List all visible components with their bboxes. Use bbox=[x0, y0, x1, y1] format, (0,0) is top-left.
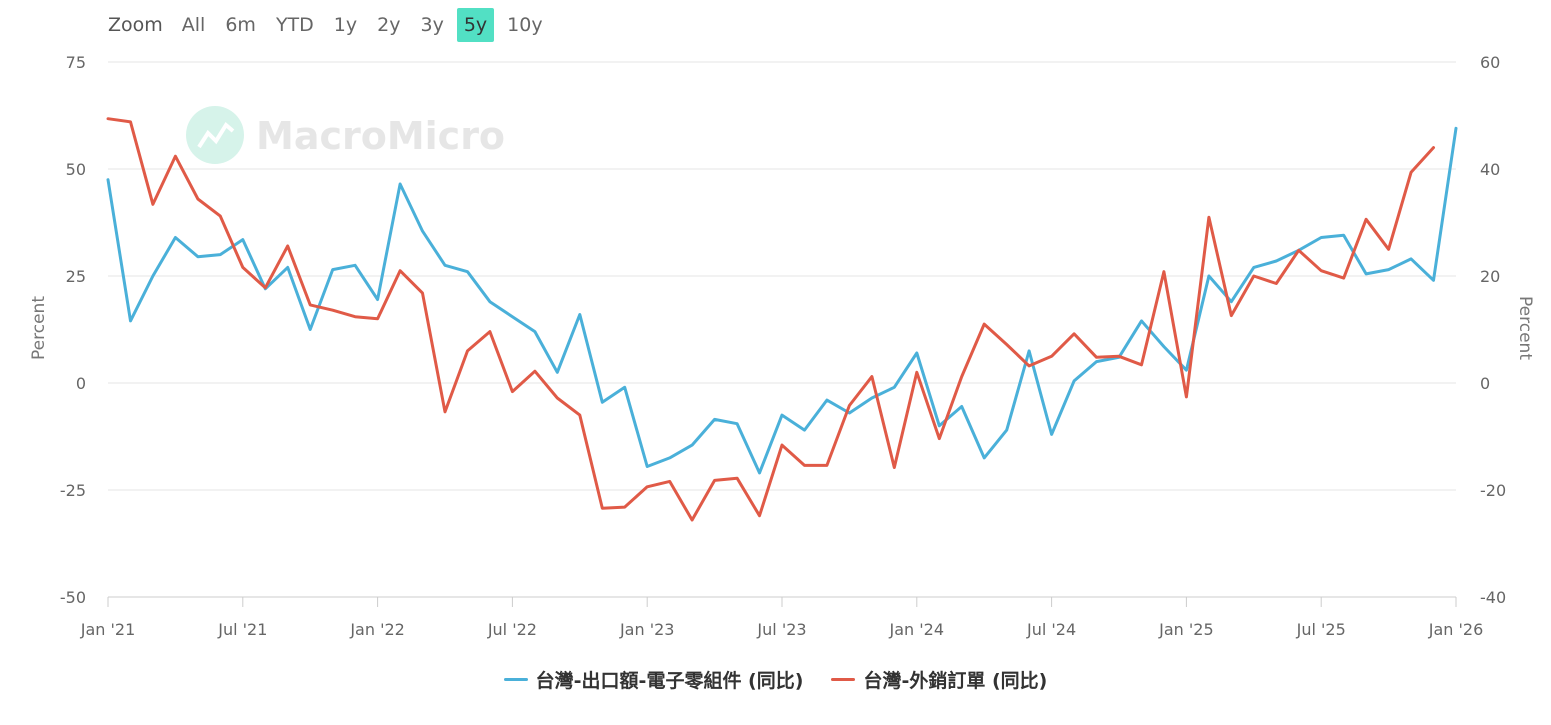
range-button-1y[interactable]: 1y bbox=[333, 14, 358, 36]
right-axis-title: Percent bbox=[1515, 296, 1535, 360]
left-tick-label: 50 bbox=[66, 160, 86, 179]
right-tick-label: 60 bbox=[1480, 53, 1500, 72]
left-tick-label: -50 bbox=[60, 588, 86, 607]
watermark-logo-mark bbox=[197, 121, 235, 149]
watermark-text: MacroMicro bbox=[256, 114, 505, 158]
range-button-5y[interactable]: 5y bbox=[456, 8, 495, 42]
left-tick-label: 75 bbox=[66, 53, 86, 72]
x-axis: Jan '21 Jul '21 Jan '22 Jul '22 Jan '23 Jul '… bbox=[80, 597, 1484, 639]
left-tick-label: -25 bbox=[60, 481, 86, 500]
x-tick-label: Jan '22 bbox=[349, 620, 405, 639]
x-tick-label: Jul '21 bbox=[217, 620, 267, 639]
x-tick-label: Jan '23 bbox=[619, 620, 675, 639]
range-selector: Zoom All 6m YTD 1y 2y 3y 5y 10y bbox=[100, 8, 556, 42]
right-tick-label: 20 bbox=[1480, 267, 1500, 286]
left-tick-label: 25 bbox=[66, 267, 86, 286]
legend-swatch-series-2 bbox=[831, 678, 856, 681]
x-tick-label: Jul '23 bbox=[756, 620, 806, 639]
watermark: MacroMicro bbox=[186, 106, 505, 164]
right-tick-label: 0 bbox=[1480, 374, 1490, 393]
watermark-logo-icon bbox=[186, 106, 244, 164]
zoom-label: Zoom bbox=[108, 14, 163, 36]
right-tick-label: 40 bbox=[1480, 160, 1500, 179]
x-tick-label: Jul '22 bbox=[487, 620, 537, 639]
legend-item-export-orders[interactable]: 台灣-外銷訂單 (同比) bbox=[831, 666, 1047, 693]
series-lines bbox=[106, 117, 1458, 522]
x-tick-label: Jul '25 bbox=[1296, 620, 1346, 639]
range-button-ytd[interactable]: YTD bbox=[275, 14, 314, 36]
x-tick-label: Jan '25 bbox=[1158, 620, 1214, 639]
legend-label-series-1: 台灣-出口額-電子零組件 (同比) bbox=[535, 670, 804, 692]
legend: 台灣-出口額-電子零組件 (同比) 台灣-外銷訂單 (同比) bbox=[0, 666, 1551, 693]
range-button-6m[interactable]: 6m bbox=[225, 14, 256, 36]
range-button-all[interactable]: All bbox=[181, 14, 206, 36]
right-tick-label: -20 bbox=[1480, 481, 1506, 500]
legend-label-series-2: 台灣-外銷訂單 (同比) bbox=[863, 670, 1048, 692]
legend-swatch-series-1 bbox=[503, 678, 528, 681]
x-tick-label: Jan '24 bbox=[889, 620, 945, 639]
range-button-3y[interactable]: 3y bbox=[420, 14, 444, 36]
range-button-2y[interactable]: 2y bbox=[377, 14, 401, 36]
right-axis: 60 40 20 0 -20 -40 bbox=[1480, 53, 1506, 607]
left-tick-label: 0 bbox=[76, 374, 86, 393]
x-tick-label: Jan '21 bbox=[80, 620, 136, 639]
series-line-export-orders bbox=[106, 117, 1435, 522]
range-button-10y[interactable]: 10y bbox=[507, 14, 543, 36]
legend-item-exports-electronic-components[interactable]: 台灣-出口額-電子零組件 (同比) bbox=[503, 666, 804, 693]
x-tick-label: Jul '24 bbox=[1026, 620, 1076, 639]
series-line-exports-electronic-components bbox=[106, 126, 1458, 475]
right-tick-label: -40 bbox=[1480, 588, 1506, 607]
x-tick-label: Jan '26 bbox=[1428, 620, 1484, 639]
left-axis: 75 50 25 0 -25 -50 bbox=[60, 53, 86, 607]
left-axis-title: Percent bbox=[29, 296, 49, 360]
